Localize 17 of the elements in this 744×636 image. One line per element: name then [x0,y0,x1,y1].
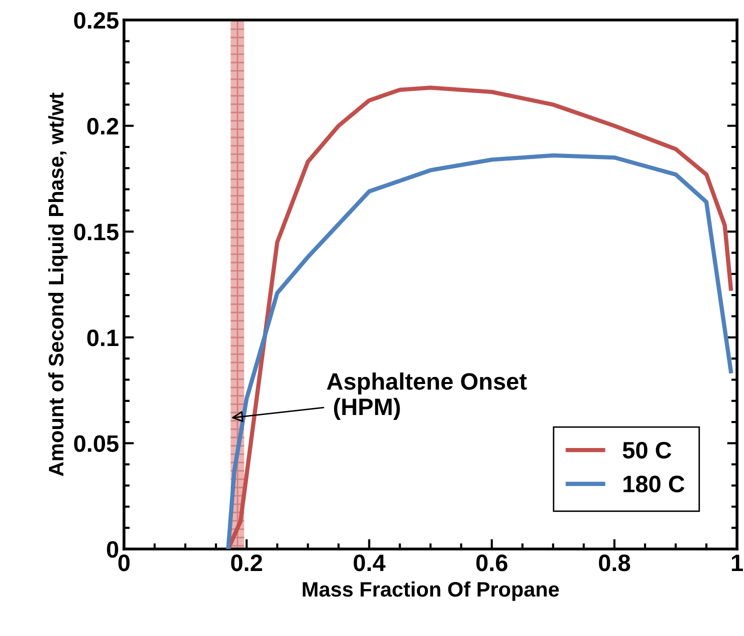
y-axis-title: Amount of Second Liquid Phase, wt/wt [48,92,68,476]
legend-label: 180 C [624,476,684,492]
y-tick-label: 0.25 [74,12,118,29]
x-tick-label: 1 [732,554,743,571]
y-tick-label: 0.1 [87,329,118,346]
y-tick-label: 0.2 [87,118,118,135]
x-tick-label: 0.8 [598,554,630,572]
y-tick-label: 0.15 [74,224,118,240]
x-axis-title: Mass Fraction Of Propane [302,581,559,601]
y-tick-label: 0 [106,541,118,558]
x-tick-label: 0.4 [354,554,386,572]
y-tick-label: 0.05 [74,435,118,452]
x-tick-label: 0 [118,554,130,572]
x-tick-label: 0.6 [476,554,508,572]
annotation: Asphaltene Onset (HPM) [326,372,527,420]
legend-label: 50 C [622,442,672,459]
x-tick-label: 0.2 [231,554,262,572]
